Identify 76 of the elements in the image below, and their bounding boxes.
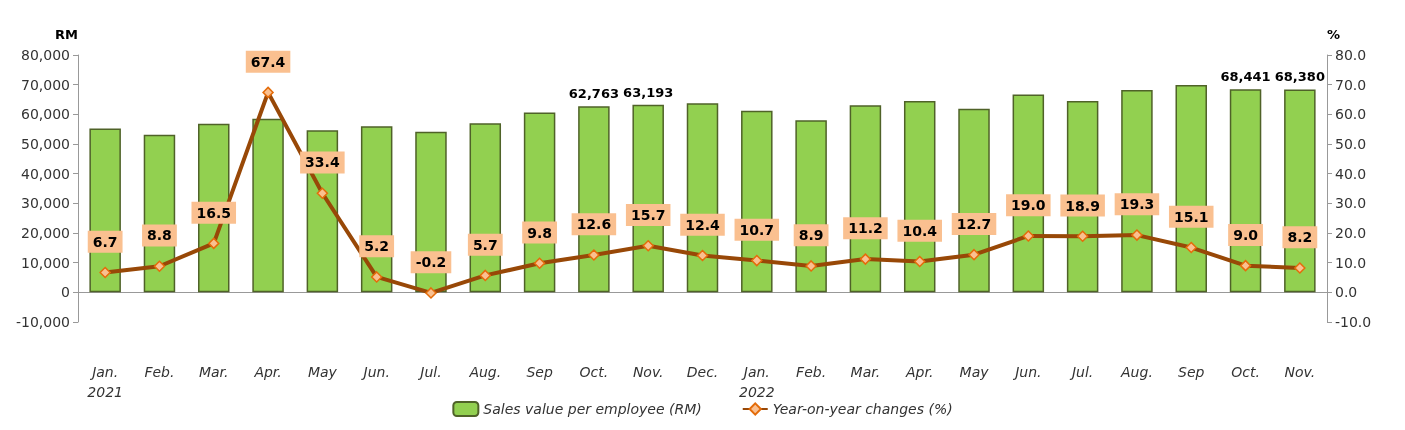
x-tick-label: Nov. (632, 364, 664, 380)
x-tick-label: Mar. (850, 364, 881, 380)
data-label: 11.2 (848, 220, 883, 237)
x-tick-label: Dec. (686, 364, 719, 380)
x-tick-label: Jun. (1012, 364, 1042, 380)
x-tick-label: Nov. (1284, 364, 1316, 380)
data-label: 19.0 (1011, 197, 1046, 214)
y2-tick-label: 0.0 (1335, 284, 1358, 301)
data-label: 12.7 (956, 215, 992, 232)
bar (1284, 89, 1316, 293)
data-label: 10.4 (902, 222, 938, 239)
x-tick-label: Sep (526, 364, 553, 380)
data-label: 68,380 (1274, 69, 1325, 85)
y2-tick-label: 20.0 (1335, 225, 1367, 241)
x-tick-label: Jun. (360, 364, 390, 380)
x-tick-label: Oct. (1231, 364, 1260, 380)
y2-axis-title: % (1327, 27, 1341, 42)
data-label: 62,763 (568, 86, 619, 102)
data-label: 6.7 (92, 233, 118, 250)
bar (252, 118, 284, 293)
data-label: 9.0 (1233, 226, 1259, 243)
data-label: 16.5 (196, 204, 232, 221)
data-label: 33.4 (305, 154, 340, 171)
data-label: -0.2 (415, 254, 447, 271)
y-axis-title: RM (55, 27, 78, 42)
y2-tick-label: -10.0 (1335, 314, 1372, 330)
data-label: 8.8 (147, 227, 172, 244)
y-tick-label: 70,000 (21, 76, 70, 93)
y-tick-label: 20,000 (21, 225, 70, 241)
legend-label: Year-on-year changes (%) (772, 401, 953, 417)
x-tick-label: Oct. (579, 364, 609, 380)
data-label: 5.7 (472, 236, 498, 253)
x-tick-label: Feb. (144, 364, 175, 380)
data-label: 68,441 (1220, 69, 1271, 85)
y-tick-label: 10,000 (21, 254, 70, 271)
legend-label: Sales value per employee (RM) (483, 401, 702, 417)
x-tick-label: May (307, 364, 338, 380)
y-tick-label: -10,000 (15, 314, 70, 330)
data-label: 15.1 (1173, 208, 1209, 225)
x-tick-label: Jan. 2022 (738, 364, 775, 400)
y-tick-label: 30,000 (21, 195, 70, 212)
y2-tick-label: 80.0 (1335, 47, 1367, 63)
y-tick-label: 40,000 (21, 165, 70, 182)
x-tick-label: Aug. (1120, 364, 1153, 380)
data-label: 19.3 (1119, 196, 1155, 213)
y2-tick-label: 10.0 (1335, 254, 1367, 271)
data-label: 63,193 (623, 84, 674, 100)
data-label: 8.2 (1287, 229, 1313, 246)
y-tick-label: 80,000 (21, 47, 70, 63)
x-tick-label: Feb. (796, 364, 827, 380)
x-tick-label: Mar. (198, 364, 229, 380)
data-label: 67.4 (250, 53, 286, 70)
data-label: 12.6 (576, 216, 612, 233)
y-tick-label: 60,000 (21, 106, 70, 123)
x-tick-label: Apr. (253, 364, 282, 380)
data-label: 5.2 (364, 238, 390, 255)
data-label: 10.7 (739, 221, 775, 238)
y-tick-label: 0 (61, 284, 70, 301)
x-tick-label: Jan. 2021 (87, 364, 123, 400)
data-label: 8.9 (798, 227, 824, 244)
x-tick-label: Apr. (905, 364, 934, 380)
x-tick-label: Aug. (468, 364, 502, 380)
data-label: 12.4 (685, 216, 721, 233)
data-label: 15.7 (630, 207, 666, 224)
data-label: 9.8 (527, 224, 552, 241)
y2-tick-label: 70.0 (1335, 76, 1367, 93)
data-label: 18.9 (1065, 197, 1100, 214)
y-tick-label: 50,000 (21, 136, 70, 152)
y2-tick-label: 50.0 (1335, 136, 1367, 152)
x-tick-label: Jul. (417, 364, 442, 380)
x-tick-label: Jul. (1068, 364, 1094, 380)
y2-tick-label: 30.0 (1335, 195, 1367, 212)
x-tick-label: May (959, 364, 990, 380)
y2-tick-label: 40.0 (1335, 165, 1367, 182)
x-tick-label: Sep (1178, 364, 1205, 380)
y2-tick-label: 60.0 (1335, 106, 1367, 123)
